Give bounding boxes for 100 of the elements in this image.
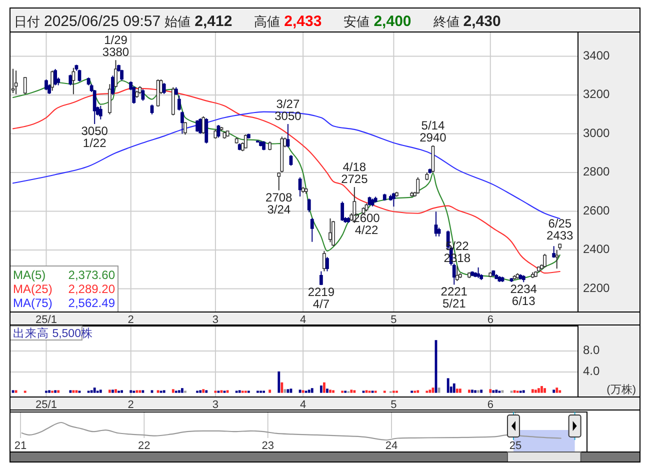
bar: [522, 390, 525, 393]
bar: [156, 390, 160, 393]
candlestick: [196, 120, 200, 132]
bar: [220, 390, 223, 393]
candlestick: [48, 84, 51, 95]
x-tick-label: 3: [212, 399, 219, 411]
bar: [136, 390, 138, 393]
x-tick-label: 25/1: [36, 314, 57, 326]
bar: [202, 389, 205, 393]
y-tick-label: 8.0: [583, 343, 600, 358]
bar: [540, 386, 543, 393]
x-tick-label: 23: [262, 440, 274, 452]
y-tick-label: 3200: [583, 87, 610, 102]
candlestick: [23, 76, 27, 95]
bar: [329, 390, 332, 393]
candlestick: [111, 75, 114, 96]
candlestick: [114, 60, 118, 88]
candlestick: [322, 250, 326, 272]
annotation: 2219 4/7: [308, 285, 335, 312]
bar: [501, 390, 504, 393]
bar: [278, 371, 280, 393]
x-tick-label: 2: [128, 399, 134, 411]
candlestick: [202, 116, 206, 134]
bar: [286, 389, 290, 393]
candlestick: [392, 192, 396, 208]
candlestick: [543, 253, 546, 268]
bar: [531, 389, 534, 393]
candlestick: [132, 86, 136, 104]
candlestick: [177, 95, 181, 111]
candlestick: [332, 220, 335, 247]
y-tick-label: 3400: [583, 48, 610, 62]
candlestick: [310, 218, 314, 242]
y-tick-label: 2400: [583, 242, 610, 256]
bar: [416, 390, 420, 393]
bar: [284, 389, 286, 393]
y-tick-label: 4.0: [583, 364, 600, 378]
candlestick: [184, 122, 187, 136]
bar: [162, 390, 166, 393]
x-tick-label: 3: [212, 314, 219, 326]
y-axis-title: (万株): [606, 383, 636, 396]
candlestick: [98, 105, 102, 120]
candlestick: [68, 74, 72, 86]
bar: [172, 389, 174, 393]
bar: [238, 390, 241, 393]
candlestick: [108, 84, 112, 115]
bar: [558, 390, 562, 393]
candlestick: [298, 176, 302, 198]
candlestick: [244, 134, 248, 149]
x-tick-label: 5: [390, 399, 397, 411]
x-tick-label: 21: [14, 440, 27, 452]
x-tick-label: 5: [390, 314, 397, 326]
bar: [99, 390, 102, 393]
candlestick: [44, 78, 48, 91]
bar: [552, 390, 556, 393]
text: MA(25) 2,289.20: [13, 282, 115, 296]
annotation: 3050 1/22: [81, 124, 108, 150]
annotation: 3/27 3050: [274, 97, 302, 124]
bar: [350, 390, 353, 393]
x-tick-label: 24: [385, 440, 398, 452]
bar: [474, 390, 476, 393]
bar: [534, 390, 537, 393]
bar: [12, 390, 14, 393]
annotation: 2708 3/24: [266, 190, 293, 216]
y-tick-label: 2800: [583, 164, 610, 179]
bar: [69, 390, 72, 393]
x-tick-label: 22: [138, 440, 150, 452]
bar: [480, 390, 483, 393]
bar: [108, 390, 111, 393]
bar: [513, 390, 516, 393]
candlestick: [141, 88, 145, 102]
candlestick: [319, 270, 323, 286]
bar: [298, 390, 302, 393]
bar: [150, 390, 154, 393]
bar: [226, 390, 229, 393]
chart-title: 日付 2025/06/25 09:57 始値 2,412 高値 2,433 安値 2,400 終値 2,430: [14, 13, 501, 30]
bar: [130, 390, 132, 393]
bar: [290, 388, 292, 393]
candlestick: [54, 68, 58, 86]
candlestick: [340, 201, 344, 222]
candlestick: [180, 110, 184, 134]
x-tick-label: 25: [509, 440, 522, 452]
annotation: 2221 5/21: [440, 284, 468, 311]
bar: [477, 390, 480, 393]
bar: [14, 390, 18, 393]
bar: [90, 390, 93, 393]
bar: [495, 390, 498, 393]
text: MA(75) 2,562.49: [13, 296, 115, 310]
bar: [492, 390, 495, 393]
bar: [302, 390, 304, 393]
bar: [452, 383, 456, 393]
candlestick: [204, 118, 208, 144]
candlestick: [326, 256, 329, 272]
x-tick-label: 2: [128, 314, 134, 326]
bar: [142, 390, 144, 393]
bar: [72, 390, 75, 393]
chart-title: 出来高 5,500株: [13, 326, 93, 340]
bar: [489, 389, 492, 393]
bar: [48, 390, 50, 393]
candlestick: [14, 70, 18, 95]
y-tick-label: 3000: [583, 126, 610, 140]
